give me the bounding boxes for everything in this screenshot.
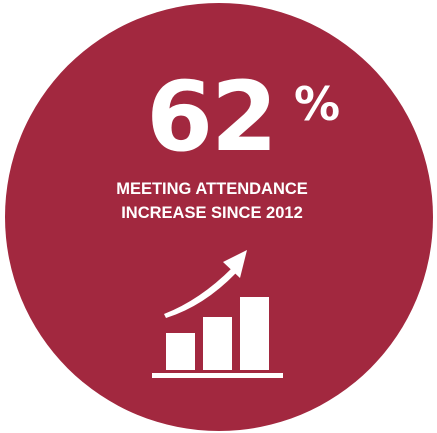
icon-bar bbox=[203, 317, 232, 370]
icon-arrow-shaft bbox=[164, 268, 236, 318]
icon-baseline bbox=[152, 373, 283, 378]
caption-line: MEETING ATTENDANCE bbox=[116, 180, 308, 198]
stat-unit: % bbox=[294, 77, 340, 131]
caption-line: INCREASE SINCE 2012 bbox=[121, 204, 303, 222]
icon-bar bbox=[166, 333, 195, 370]
icon-arrow-head bbox=[223, 250, 247, 278]
badge-circle bbox=[5, 3, 433, 431]
stat-value: 62 bbox=[146, 61, 276, 173]
growth-icon bbox=[152, 250, 283, 378]
icon-bar bbox=[240, 297, 269, 370]
